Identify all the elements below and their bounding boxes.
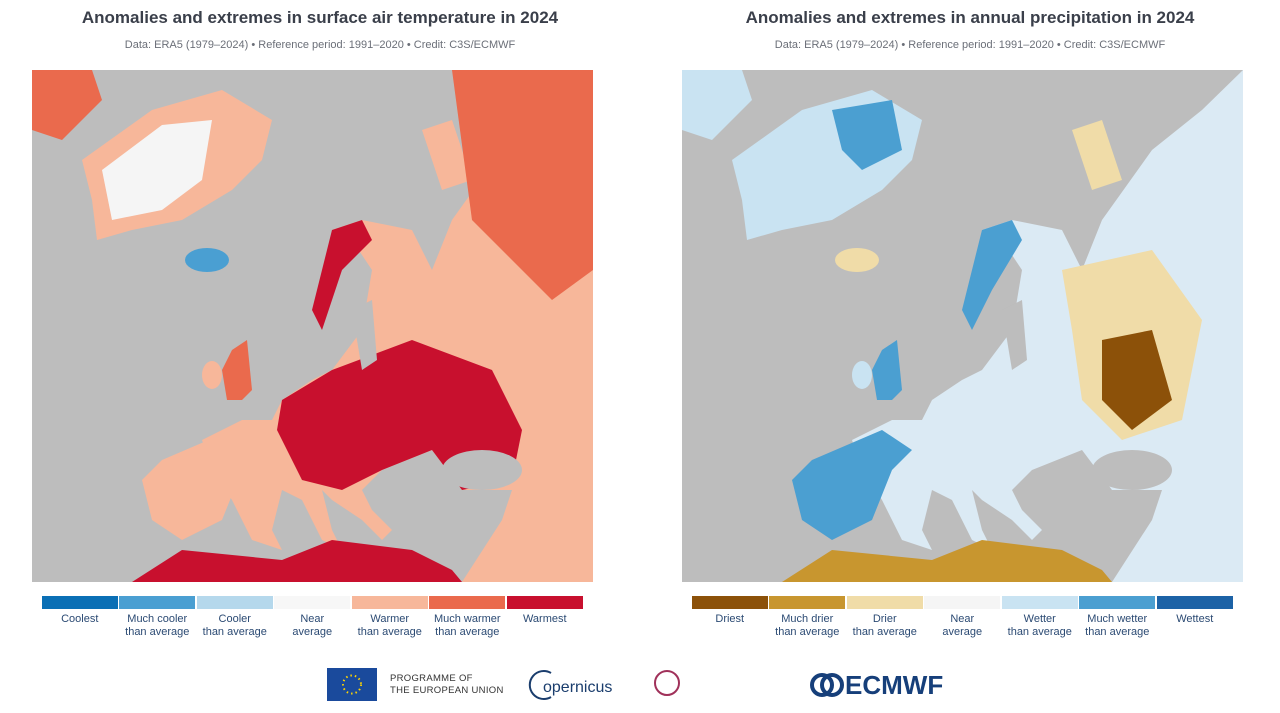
precipitation-map	[682, 70, 1243, 582]
legend-item: Warmest	[506, 596, 584, 646]
legend-label: Wettest	[1176, 613, 1214, 625]
legend-item: Coolest	[41, 596, 119, 646]
legend-label: Cooler than average	[202, 613, 267, 638]
eu-flag	[327, 668, 377, 701]
precipitation-panel: Anomalies and extremes in annual precipi…	[650, 0, 1280, 650]
copernicus-mark	[528, 670, 552, 700]
legend: Coolest Much cooler than average Cooler th…	[41, 596, 584, 646]
legend-swatch	[351, 596, 428, 609]
legend-label: Much warmer than average	[433, 613, 501, 638]
legend-label: Much drier than average	[775, 613, 840, 638]
legend-swatch	[41, 596, 118, 609]
legend-label: Coolest	[61, 613, 99, 625]
legend-swatch	[1001, 596, 1078, 609]
eu-programme: PROGRAMME OF THE EUROPEAN UNION	[390, 673, 504, 696]
panel-title: Anomalies and extremes in annual precipi…	[745, 8, 1195, 27]
legend-label: Near average	[292, 613, 333, 638]
legend-item: Much drier than average	[769, 596, 847, 646]
legend-label: Warmer than average	[357, 613, 422, 638]
climate-service-mark	[654, 670, 680, 696]
legend-label: Much cooler than average	[125, 613, 190, 638]
legend-item: Near average	[274, 596, 352, 646]
legend-label: Driest	[715, 613, 745, 625]
panel-title: Anomalies and extremes in surface air te…	[81, 8, 559, 27]
legend-swatch	[506, 596, 583, 609]
temperature-panel: Anomalies and extremes in surface air te…	[0, 0, 640, 650]
footer: PROGRAMME OF THE EUROPEAN UNION opernicu…	[0, 660, 1280, 710]
legend-item: Wettest	[1156, 596, 1234, 646]
copernicus-logo: opernicus	[543, 679, 613, 696]
panel-subtitle: Data: ERA5 (1979–2024) • Reference perio…	[774, 39, 1166, 51]
legend-label: Near average	[942, 613, 983, 638]
legend-swatch	[924, 596, 1001, 609]
legend-swatch	[769, 596, 846, 609]
legend-swatch	[274, 596, 351, 609]
legend-swatch	[196, 596, 273, 609]
legend-swatch	[846, 596, 923, 609]
panel-subtitle: Data: ERA5 (1979–2024) • Reference perio…	[124, 39, 516, 51]
ecmwf-logo: ECMWF	[845, 670, 944, 700]
legend-item: Much warmer than average	[429, 596, 507, 646]
legend-item: Much cooler than average	[119, 596, 197, 646]
legend-item: Drier than average	[846, 596, 924, 646]
legend-item: Much wetter than average	[1079, 596, 1157, 646]
legend-label: Wetter than average	[1007, 613, 1072, 638]
legend-label: Much wetter than average	[1085, 613, 1150, 638]
legend-item: Near average	[924, 596, 1002, 646]
legend-swatch	[119, 596, 196, 609]
legend-item: Driest	[691, 596, 769, 646]
legend-swatch	[429, 596, 506, 609]
legend-item: Wetter than average	[1001, 596, 1079, 646]
legend-item: Cooler than average	[196, 596, 274, 646]
legend-swatch	[1156, 596, 1233, 609]
temperature-map	[32, 70, 593, 582]
legend-label: Drier than average	[852, 613, 917, 638]
legend-swatch	[691, 596, 768, 609]
legend: Driest Much drier than average Drier than …	[691, 596, 1234, 646]
ecmwf-mark	[810, 673, 844, 697]
legend-swatch	[1079, 596, 1156, 609]
legend-label: Warmest	[522, 613, 567, 625]
legend-item: Warmer than average	[351, 596, 429, 646]
